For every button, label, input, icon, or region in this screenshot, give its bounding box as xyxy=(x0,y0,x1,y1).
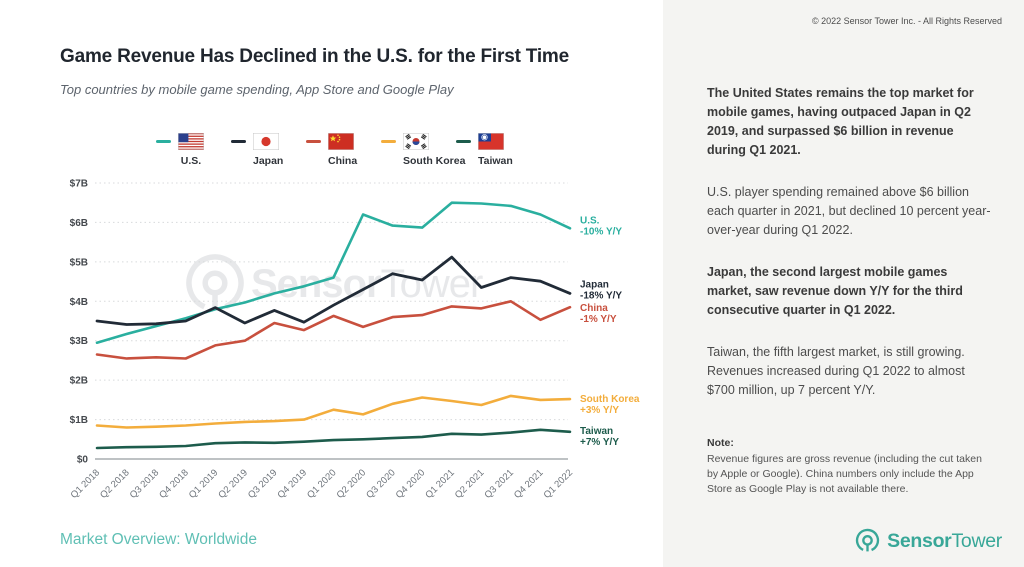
y-axis-label: $4B xyxy=(70,297,88,308)
y-axis-label: $1B xyxy=(70,415,88,426)
commentary-panel: © 2022 Sensor Tower Inc. - All Rights Re… xyxy=(663,0,1024,567)
note-label: Note: xyxy=(707,437,734,449)
legend-dash-us xyxy=(156,139,171,144)
series-end-label-south-korea: South Korea xyxy=(580,394,640,405)
series-end-change-south-korea: +3% Y/Y xyxy=(580,405,619,416)
y-axis-label: $5B xyxy=(70,257,88,268)
x-axis-label: Q2 2021 xyxy=(453,467,487,501)
market-overview-label: Market Overview: Worldwide xyxy=(60,531,257,548)
x-axis-label: Q3 2021 xyxy=(482,467,516,501)
series-line-china xyxy=(95,300,572,360)
sensor-tower-antenna-icon xyxy=(854,528,881,555)
commentary-paragraph: The United States remains the top market… xyxy=(707,86,974,157)
series-end-change-taiwan: +7% Y/Y xyxy=(580,437,619,448)
note: Note: Revenue figures are gross revenue … xyxy=(707,437,991,498)
series-end-change-us: -10% Y/Y xyxy=(580,226,622,237)
copyright-text: © 2022 Sensor Tower Inc. - All Rights Re… xyxy=(811,16,1002,26)
commentary-paragraph: Taiwan, the fifth largest market, is sti… xyxy=(707,345,965,397)
series-end-change-japan: -18% Y/Y xyxy=(580,290,622,301)
sensor-tower-logo-text: SensorTower xyxy=(887,530,1002,552)
x-axis-label: Q1 2022 xyxy=(542,467,576,501)
page-title: Game Revenue Has Declined in the U.S. fo… xyxy=(60,46,569,67)
legend-item-japan: Japan xyxy=(231,133,284,167)
note-text: Revenue figures are gross revenue (inclu… xyxy=(707,453,982,496)
page-subtitle: Top countries by mobile game spending, A… xyxy=(60,82,454,97)
x-axis-label: Q1 2021 xyxy=(423,467,457,501)
x-axis-label: Q3 2018 xyxy=(128,467,162,501)
taiwan-flag-icon xyxy=(478,133,504,150)
x-axis-label: Q4 2021 xyxy=(512,467,546,501)
y-axis-label: $7B xyxy=(70,179,88,190)
y-axis-label: $3B xyxy=(70,336,88,347)
legend-label: U.S. xyxy=(180,155,202,167)
series-end-change-china: -1% Y/Y xyxy=(580,314,617,325)
y-axis-label: $2B xyxy=(70,376,88,387)
chart-legend: U.S. Japan China South Korea Taiwan xyxy=(40,133,620,167)
sensor-tower-logo: SensorTower xyxy=(854,528,1002,555)
revenue-chart: SensorTower $0 $1B $2B $3B $4B $5B $6B $7B Q1 20… xyxy=(69,179,640,501)
x-axis-label: Q1 2018 xyxy=(69,467,103,501)
legend-label: China xyxy=(328,155,358,167)
legend-item-us: U.S. xyxy=(156,133,204,167)
x-axis-label: Q4 2019 xyxy=(276,467,310,501)
legend-dash-china xyxy=(306,139,321,144)
x-axis-label: Q2 2020 xyxy=(335,467,369,501)
legend-label: South Korea xyxy=(403,155,466,167)
commentary: The United States remains the top market… xyxy=(707,84,991,423)
series-end-label-japan: Japan xyxy=(580,279,609,290)
commentary-paragraph: Japan, the second largest mobile games m… xyxy=(707,265,963,317)
legend-dash-south-korea xyxy=(381,139,396,144)
legend-item-south-korea: South Korea xyxy=(381,133,466,167)
series-line-south-korea xyxy=(95,394,572,429)
china-flag-icon xyxy=(328,133,354,150)
watermark: SensorTower xyxy=(186,254,484,312)
legend-item-china: China xyxy=(306,133,358,167)
legend-item-taiwan: Taiwan xyxy=(456,133,513,167)
series-end-label-us: U.S. xyxy=(580,215,600,226)
x-axis-label: Q1 2020 xyxy=(305,467,339,501)
series-line-taiwan xyxy=(95,428,572,450)
x-axis-label: Q1 2019 xyxy=(187,467,221,501)
commentary-paragraph: U.S. player spending remained above $6 b… xyxy=(707,185,991,237)
x-axis-label: Q3 2020 xyxy=(364,467,398,501)
x-axis-label: Q2 2018 xyxy=(98,467,132,501)
x-axis-label: Q2 2019 xyxy=(216,467,250,501)
chart-grid xyxy=(95,182,568,460)
legend-label: Japan xyxy=(253,155,284,167)
chart-panel: Game Revenue Has Declined in the U.S. fo… xyxy=(40,46,640,548)
series-end-label-china: China xyxy=(580,303,608,314)
japan-flag-icon xyxy=(253,133,279,150)
chart-series-end-labels: U.S.-10% Y/Y Japan-18% Y/Y China-1% Y/Y Sou… xyxy=(580,215,640,447)
south-korea-flag-icon xyxy=(403,133,429,150)
y-axis-label: $6B xyxy=(70,218,88,229)
legend-dash-taiwan xyxy=(456,139,471,144)
legend-dash-japan xyxy=(231,139,246,144)
y-axis-label: $0 xyxy=(77,455,89,466)
series-line-japan xyxy=(95,255,572,326)
legend-label: Taiwan xyxy=(478,155,513,167)
watermark-text: SensorTower xyxy=(251,262,483,306)
series-end-label-taiwan: Taiwan xyxy=(580,426,613,437)
x-axis-label: Q3 2019 xyxy=(246,467,280,501)
x-axis-label: Q4 2018 xyxy=(157,467,191,501)
x-axis-label: Q4 2020 xyxy=(394,467,428,501)
chart-series xyxy=(95,201,572,450)
us-flag-icon xyxy=(178,133,204,150)
